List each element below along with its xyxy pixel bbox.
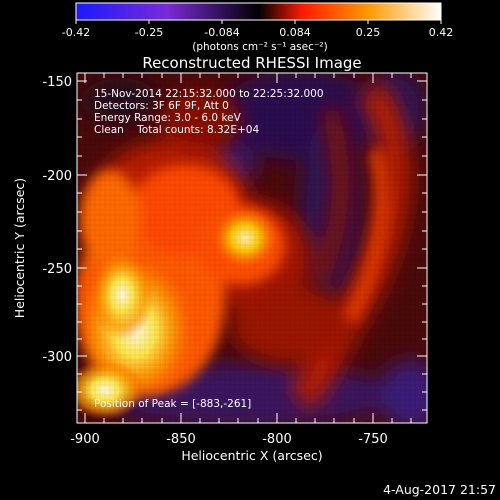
colorbar-gradient: [75, 2, 442, 21]
info-overlay: 15-Nov-2014 22:15:32.000 to 22:25:32.000…: [94, 88, 324, 136]
y-tick-label: -200: [42, 169, 72, 184]
colorbar-units-label: (photons cm⁻² s⁻¹ asec⁻²): [192, 41, 327, 53]
colorbar-tick-label: -0.25: [135, 26, 163, 39]
plot-title: Reconstructed RHESSI Image: [142, 54, 361, 72]
y-tick-label: -250: [42, 262, 72, 277]
y-tick-label: -150: [42, 75, 72, 90]
x-axis: -900 -850 -800 -750 Heliocentric X (arcs…: [70, 73, 412, 463]
colorbar-tick-label: -0.42: [62, 26, 90, 39]
x-tick-label: -800: [262, 432, 292, 447]
colorbar-tick-label: -0.084: [204, 26, 239, 39]
info-line-clean-counts: Clean Total counts: 8.32E+04: [94, 124, 259, 136]
peak-position-label: Position of Peak = [-883,-261]: [94, 398, 251, 410]
colorbar-tick-label: 0.25: [356, 26, 381, 39]
x-tick-label: -750: [358, 432, 388, 447]
x-tick-label: -850: [166, 432, 196, 447]
y-axis: -150 -200 -250 -300 Heliocentric Y (arcs…: [12, 75, 427, 411]
colorbar-tick-label: 0.084: [279, 26, 311, 39]
colorbar-tick-label: 0.42: [429, 26, 454, 39]
rhessi-image: [77, 73, 427, 423]
y-axis-label: Heliocentric Y (arcsec): [12, 178, 27, 318]
colorbar: -0.42 -0.25 -0.084 0.084 0.25 0.42 (phot…: [62, 2, 454, 53]
colorbar-ticks: [75, 20, 442, 24]
info-line-time-range: 15-Nov-2014 22:15:32.000 to 22:25:32.000: [94, 88, 324, 100]
x-axis-label: Heliocentric X (arcsec): [181, 448, 322, 463]
info-line-detectors: Detectors: 3F 6F 9F, Att 0: [94, 100, 229, 112]
x-tick-label: -900: [70, 432, 100, 447]
footer-timestamp: 4-Aug-2017 21:57: [383, 482, 496, 497]
info-line-energy-range: Energy Range: 3.0 - 6.0 keV: [94, 112, 242, 124]
plot-frame: [76, 72, 428, 424]
y-tick-label: -300: [42, 350, 72, 365]
